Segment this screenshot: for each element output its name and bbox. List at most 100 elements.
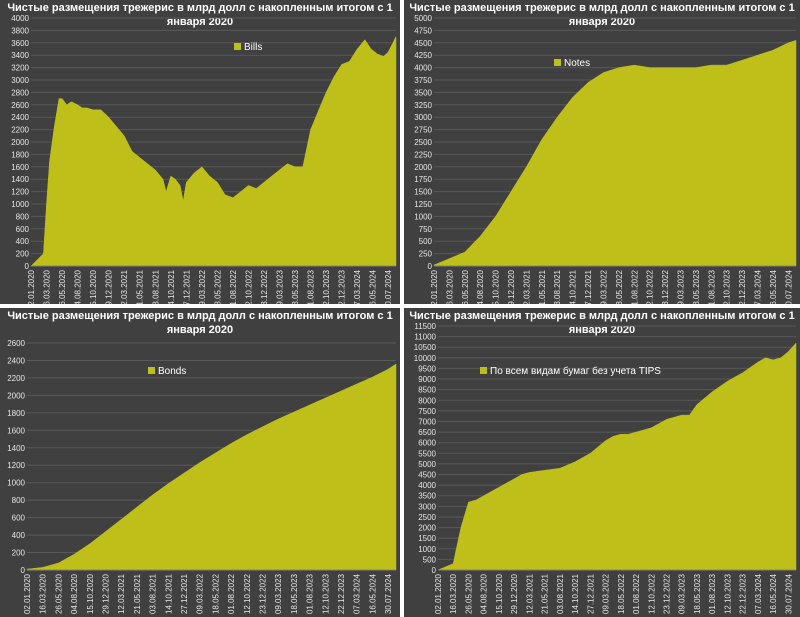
y-tick-label: 2800 (11, 88, 29, 97)
y-tick-label: 2000 (418, 524, 436, 533)
chart-title: Чистые размещения трежерис в млрд долл с… (409, 310, 795, 336)
x-tick-label: 30.07.2024 (784, 573, 793, 614)
y-tick-label: 0 (428, 262, 433, 271)
y-tick-label: 4750 (414, 26, 432, 35)
x-tick-label: 12.03.2021 (117, 573, 126, 614)
x-tick-label: 09.03.2023 (274, 573, 283, 614)
x-tick-label: 18.05.2023 (290, 573, 299, 614)
y-tick-label: 3250 (414, 101, 432, 110)
x-tick-label: 02.01.2020 (27, 269, 36, 304)
legend-swatch (554, 59, 561, 66)
x-tick-label: 30.07.2024 (384, 573, 393, 614)
y-tick-label: 8000 (418, 396, 436, 405)
y-tick-label: 11500 (414, 322, 436, 331)
y-tick-label: 3800 (11, 26, 29, 35)
legend-label: Notes (564, 58, 590, 69)
x-tick-label: 01.08.2022 (227, 573, 236, 614)
y-tick-label: 1250 (414, 200, 432, 209)
x-tick-label: 18.05.2022 (617, 573, 626, 614)
x-tick-label: 09.03.2023 (678, 573, 687, 614)
x-tick-label: 15.10.2020 (492, 269, 501, 304)
y-tick-label: 2600 (7, 339, 25, 348)
y-tick-label: 3000 (11, 76, 29, 85)
y-tick-label: 1600 (7, 426, 25, 435)
y-tick-label: 250 (419, 250, 433, 259)
x-tick-label: 23.12.2022 (259, 573, 268, 614)
x-tick-label: 16.03.2020 (449, 573, 458, 614)
x-tick-label: 27.12.2021 (586, 573, 595, 614)
y-tick-label: 4000 (11, 14, 29, 23)
y-tick-label: 8500 (418, 386, 436, 395)
y-tick-label: 2000 (7, 391, 25, 400)
x-tick-label: 09.03.2022 (602, 573, 611, 614)
y-tick-label: 2250 (414, 150, 432, 159)
y-tick-label: 4500 (418, 471, 436, 480)
x-tick-label: 12.03.2021 (522, 269, 531, 304)
y-tick-label: 10000 (414, 354, 437, 363)
y-tick-label: 1500 (418, 534, 436, 543)
y-tick-label: 4000 (414, 64, 432, 73)
y-tick-label: 0 (25, 262, 30, 271)
x-tick-label: 16.05.2024 (769, 269, 778, 304)
x-tick-label: 03.08.2021 (556, 573, 565, 614)
x-tick-label: 27.12.2021 (584, 269, 593, 304)
y-tick-label: 4000 (418, 481, 436, 490)
chart-panel-total: Чистые размещения трежерис в млрд долл с… (404, 308, 800, 617)
y-tick-label: 10500 (414, 343, 437, 352)
y-tick-label: 1200 (11, 188, 29, 197)
x-tick-label: 16.05.2024 (369, 269, 378, 304)
legend-label: По всем видам бумаг без учета TIPS (490, 365, 661, 377)
x-tick-label: 09.03.2023 (276, 269, 285, 304)
y-tick-label: 9000 (418, 375, 436, 384)
y-tick-label: 750 (419, 225, 433, 234)
y-tick-label: 600 (16, 225, 30, 234)
y-tick-label: 500 (423, 555, 437, 564)
x-tick-label: 22.12.2023 (739, 573, 748, 614)
y-tick-label: 3000 (414, 113, 432, 122)
x-tick-label: 21.05.2021 (133, 573, 142, 614)
y-tick-label: 500 (419, 237, 433, 246)
x-tick-label: 01.08.2023 (306, 573, 315, 614)
x-tick-label: 03.08.2021 (151, 269, 160, 304)
x-tick-label: 18.05.2023 (693, 573, 702, 614)
x-tick-label: 29.12.2020 (507, 269, 516, 304)
y-tick-label: 6000 (418, 439, 436, 448)
x-tick-label: 04.08.2020 (476, 269, 485, 304)
y-tick-label: 400 (12, 531, 26, 540)
y-tick-label: 2000 (414, 163, 432, 172)
legend-label: Bills (244, 42, 262, 53)
y-tick-label: 1000 (418, 545, 436, 554)
x-tick-label: 01.08.2023 (707, 269, 716, 304)
y-tick-label: 5000 (418, 460, 436, 469)
y-tick-label: 6500 (418, 428, 436, 437)
y-tick-label: 400 (16, 237, 30, 246)
chart-panel-notes: Чистые размещения трежерис в млрд долл с… (404, 0, 800, 304)
x-tick-label: 09.03.2022 (196, 573, 205, 614)
y-tick-label: 2750 (414, 126, 432, 135)
chart-title: Чистые размещения трежерис в млрд долл с… (7, 2, 393, 28)
x-tick-label: 07.03.2024 (754, 573, 763, 614)
x-tick-label: 16.03.2020 (43, 269, 52, 304)
x-tick-label: 29.12.2020 (105, 269, 114, 304)
x-tick-label: 14.10.2021 (571, 573, 580, 614)
y-tick-label: 1400 (7, 444, 25, 453)
y-tick-label: 2500 (418, 513, 436, 522)
x-tick-label: 23.12.2022 (663, 573, 672, 614)
y-tick-label: 2500 (414, 138, 432, 147)
y-tick-label: 1000 (414, 212, 432, 221)
y-tick-label: 1500 (414, 188, 432, 197)
y-tick-label: 3750 (414, 76, 432, 85)
x-tick-label: 29.12.2020 (102, 573, 111, 614)
y-tick-label: 800 (16, 212, 30, 221)
y-tick-label: 4250 (414, 51, 432, 60)
y-tick-label: 11000 (414, 333, 436, 342)
x-tick-label: 15.10.2020 (495, 573, 504, 614)
x-tick-label: 01.08.2023 (307, 269, 316, 304)
series-area (437, 342, 797, 571)
y-tick-label: 200 (12, 549, 26, 558)
x-tick-label: 12.10.2023 (322, 269, 331, 304)
y-tick-label: 2200 (11, 126, 29, 135)
x-tick-label: 12.10.2023 (723, 573, 732, 614)
y-tick-label: 7500 (418, 407, 436, 416)
y-tick-label: 2200 (7, 374, 25, 383)
